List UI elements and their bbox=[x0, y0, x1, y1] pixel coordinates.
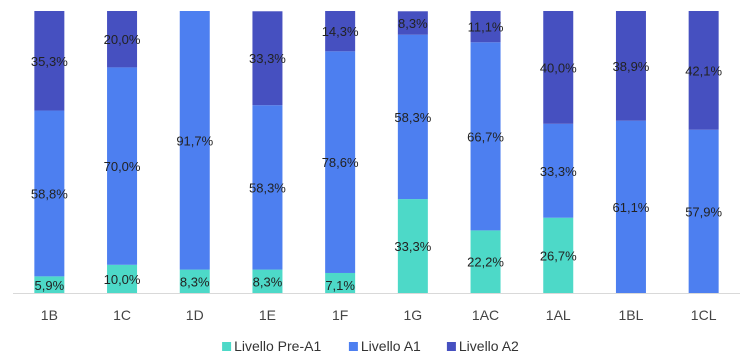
bar-segment-1ac-series-3 bbox=[470, 11, 501, 43]
bar-segment-1bl-series-2 bbox=[615, 120, 646, 293]
bar-segment-1al-series-2 bbox=[543, 123, 574, 218]
bar-segment-1c-series-2 bbox=[107, 67, 138, 265]
data-label-1al-series-2: 33,3% bbox=[540, 164, 577, 179]
bar-segment-1e-series-1 bbox=[252, 269, 283, 293]
data-label-1g-series-1: 33,3% bbox=[394, 239, 431, 254]
data-label-1al-series-1: 26,7% bbox=[540, 248, 577, 263]
x-tick-label-1bl: 1BL bbox=[618, 307, 643, 323]
data-label-1g-series-3: 8,3% bbox=[398, 16, 428, 31]
data-label-1f-series-3: 14,3% bbox=[322, 24, 359, 39]
data-label-1c-series-3: 20,0% bbox=[104, 32, 141, 47]
x-tick-label-1al: 1AL bbox=[546, 307, 571, 323]
bar-segment-1e-series-3 bbox=[252, 11, 283, 106]
x-tick-label-1c: 1C bbox=[113, 307, 131, 323]
data-label-1c-series-2: 70,0% bbox=[104, 159, 141, 174]
data-label-1c-series-1: 10,0% bbox=[104, 272, 141, 287]
bar-segment-1ac-series-1 bbox=[470, 230, 501, 293]
x-tick-label-1d: 1D bbox=[186, 307, 204, 323]
bar-segment-1c-series-3 bbox=[107, 11, 138, 68]
data-label-1f-series-2: 78,6% bbox=[322, 155, 359, 170]
x-tick-label-1cl: 1CL bbox=[691, 307, 717, 323]
bar-segment-1b-series-3 bbox=[34, 11, 65, 111]
x-tick-label-1g: 1G bbox=[404, 307, 423, 323]
data-label-1ac-series-1: 22,2% bbox=[467, 255, 504, 270]
bar-segment-1g-series-1 bbox=[397, 199, 428, 293]
data-label-1f-series-1: 7,1% bbox=[325, 278, 355, 293]
legend-label-series-1: Livello Pre-A1 bbox=[234, 338, 321, 354]
legend-swatch-series-3 bbox=[446, 342, 456, 351]
bar-segment-1f-series-1 bbox=[325, 272, 356, 293]
legend-item-series-2: Livello A1 bbox=[348, 338, 421, 354]
bar-segment-1b-series-2 bbox=[34, 110, 65, 277]
data-label-1b-series-3: 35,3% bbox=[31, 54, 68, 69]
legend-item-series-1: Livello Pre-A1 bbox=[222, 338, 321, 354]
data-label-1d-series-1: 8,3% bbox=[180, 274, 210, 289]
bar-segment-1d-series-2 bbox=[179, 11, 210, 270]
data-label-1b-series-1: 5,9% bbox=[35, 278, 65, 293]
x-tick-label-1e: 1E bbox=[259, 307, 276, 323]
bar-segment-1f-series-3 bbox=[325, 11, 356, 52]
legend-swatch-series-2 bbox=[348, 342, 358, 351]
bar-segment-1f-series-2 bbox=[325, 51, 356, 273]
data-label-1e-series-3: 33,3% bbox=[249, 51, 286, 66]
bar-labels-group: 5,9% 58,8% 35,3% 10,0% 70,0% 20,0% 8,3% 91,7% 8,… bbox=[31, 16, 723, 293]
bar-segment-1ac-series-2 bbox=[470, 42, 501, 231]
bars-group bbox=[34, 11, 719, 293]
bar-segment-1d-series-1 bbox=[179, 269, 210, 293]
data-label-1bl-series-3: 38,9% bbox=[613, 59, 650, 74]
legend-label-series-2: Livello A1 bbox=[361, 338, 421, 354]
data-label-1d-series-2: 91,7% bbox=[176, 133, 213, 148]
data-label-1cl-series-3: 42,1% bbox=[685, 63, 722, 78]
x-tick-labels-group: 1B 1C 1D 1E 1F 1G 1AC 1AL 1BL 1CL bbox=[41, 307, 717, 323]
data-label-1g-series-2: 58,3% bbox=[394, 110, 431, 125]
bar-segment-1c-series-1 bbox=[107, 264, 138, 293]
legend: Livello Pre-A1 Livello A1 Livello A2 bbox=[222, 338, 519, 354]
data-label-1e-series-1: 8,3% bbox=[253, 274, 283, 289]
x-tick-label-1f: 1F bbox=[332, 307, 348, 323]
bar-segment-1cl-series-2 bbox=[688, 129, 719, 293]
data-label-1e-series-2: 58,3% bbox=[249, 180, 286, 195]
bar-segment-1e-series-2 bbox=[252, 105, 283, 270]
bar-segment-1al-series-1 bbox=[543, 217, 574, 293]
data-label-1ac-series-2: 66,7% bbox=[467, 129, 504, 144]
bar-segment-1al-series-3 bbox=[543, 11, 574, 124]
data-label-1b-series-2: 58,8% bbox=[31, 186, 68, 201]
x-tick-label-1b: 1B bbox=[41, 307, 58, 323]
data-label-1ac-series-3: 11,1% bbox=[468, 20, 504, 35]
data-label-1cl-series-2: 57,9% bbox=[685, 204, 722, 219]
bar-segment-1cl-series-3 bbox=[688, 11, 719, 130]
data-label-1al-series-3: 40,0% bbox=[540, 60, 577, 75]
bar-segment-1g-series-3 bbox=[397, 11, 428, 35]
bar-segment-1b-series-1 bbox=[34, 276, 65, 293]
legend-label-series-3: Livello A2 bbox=[459, 338, 519, 354]
x-tick-label-1ac: 1AC bbox=[472, 307, 499, 323]
legend-swatch-series-1 bbox=[222, 342, 232, 351]
data-label-1bl-series-2: 61,1% bbox=[613, 200, 650, 215]
legend-item-series-3: Livello A2 bbox=[446, 338, 519, 354]
bar-segment-1g-series-2 bbox=[397, 34, 428, 200]
bar-segment-1bl-series-3 bbox=[615, 11, 646, 121]
